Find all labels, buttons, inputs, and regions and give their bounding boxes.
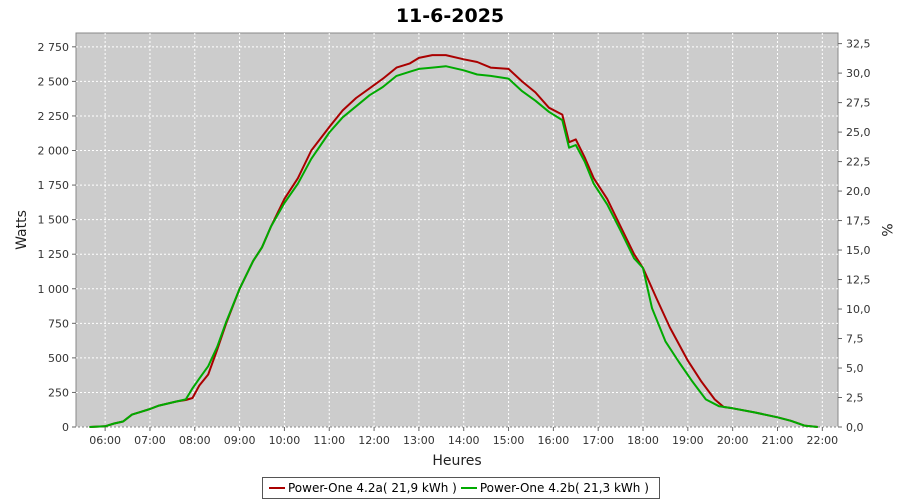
x-tick-label: 17:00 — [582, 434, 614, 447]
y-tick-label: 250 — [48, 386, 69, 399]
x-tick-label: 11:00 — [313, 434, 345, 447]
y2-tick-label: 2,5 — [846, 392, 864, 405]
y-tick-label: 1 000 — [38, 283, 70, 296]
y2-tick-label: 20,0 — [846, 185, 871, 198]
y2-tick-label: 15,0 — [846, 244, 871, 257]
y2-tick-label: 30,0 — [846, 67, 871, 80]
y-tick-label: 0 — [62, 421, 69, 434]
y2-tick-label: 17,5 — [846, 215, 871, 228]
x-tick-label: 16:00 — [538, 434, 570, 447]
series-line-b — [89, 65, 818, 428]
x-tick-label: 14:00 — [448, 434, 480, 447]
x-tick-label: 21:00 — [762, 434, 794, 447]
axes: 06:00 07:00 08:00 09:00 10:00 11:00 12:00 13:00… — [38, 38, 871, 447]
y-tick-label: 750 — [48, 317, 69, 330]
x-tick-label: 18:00 — [627, 434, 659, 447]
x-tick-label: 06:00 — [89, 434, 121, 447]
y2-tick-label: 7,5 — [846, 333, 864, 346]
legend-label-a: Power-One 4.2a( 21,9 kWh ) — [288, 481, 457, 495]
y-tick-label: 2 000 — [38, 145, 70, 158]
x-tick-label: 08:00 — [179, 434, 211, 447]
legend: Power-One 4.2a( 21,9 kWh ) Power-One 4.2… — [262, 477, 660, 499]
y-tick-label: 1 500 — [38, 214, 70, 227]
y2-tick-label: 5,0 — [846, 362, 864, 375]
x-axis-label: Heures — [432, 453, 481, 469]
x-tick-label: 20:00 — [717, 434, 749, 447]
y-tick-label: 2 750 — [38, 41, 70, 54]
y-tick-label: 2 500 — [38, 75, 70, 88]
series-layer — [89, 54, 818, 428]
y-tick-label: 2 250 — [38, 110, 70, 123]
y-axis-label: Watts — [14, 210, 30, 250]
x-tick-label: 13:00 — [403, 434, 435, 447]
x-tick-label: 12:00 — [358, 434, 390, 447]
x-tick-label: 15:00 — [493, 434, 525, 447]
y2-tick-label: 27,5 — [846, 97, 871, 110]
y2-tick-label: 10,0 — [846, 303, 871, 316]
y2-tick-label: 22,5 — [846, 156, 871, 169]
x-tick-label: 10:00 — [269, 434, 301, 447]
y2-tick-label: 25,0 — [846, 126, 871, 139]
chart-title: 11-6-2025 — [396, 5, 504, 27]
legend-label-b: Power-One 4.2b( 21,3 kWh ) — [479, 481, 649, 495]
x-tick-label: 09:00 — [224, 434, 256, 447]
x-tick-label: 22:00 — [806, 434, 838, 447]
y2-tick-label: 12,5 — [846, 274, 871, 287]
x-tick-label: 19:00 — [672, 434, 704, 447]
legend-item-b: Power-One 4.2b( 21,3 kWh ) — [460, 481, 649, 495]
y2-tick-label: 0,0 — [846, 421, 864, 434]
legend-swatch-b — [460, 487, 477, 489]
y-tick-label: 1 250 — [38, 248, 70, 261]
x-tick-label: 07:00 — [134, 434, 166, 447]
legend-item-a: Power-One 4.2a( 21,9 kWh ) — [269, 481, 457, 495]
y-tick-label: 1 750 — [38, 179, 70, 192]
plot-area — [75, 32, 839, 428]
y-tick-label: 500 — [48, 352, 69, 365]
y2-tick-label: 32,5 — [846, 38, 871, 51]
y2-axis-label: % — [878, 223, 894, 236]
legend-swatch-a — [269, 487, 285, 489]
